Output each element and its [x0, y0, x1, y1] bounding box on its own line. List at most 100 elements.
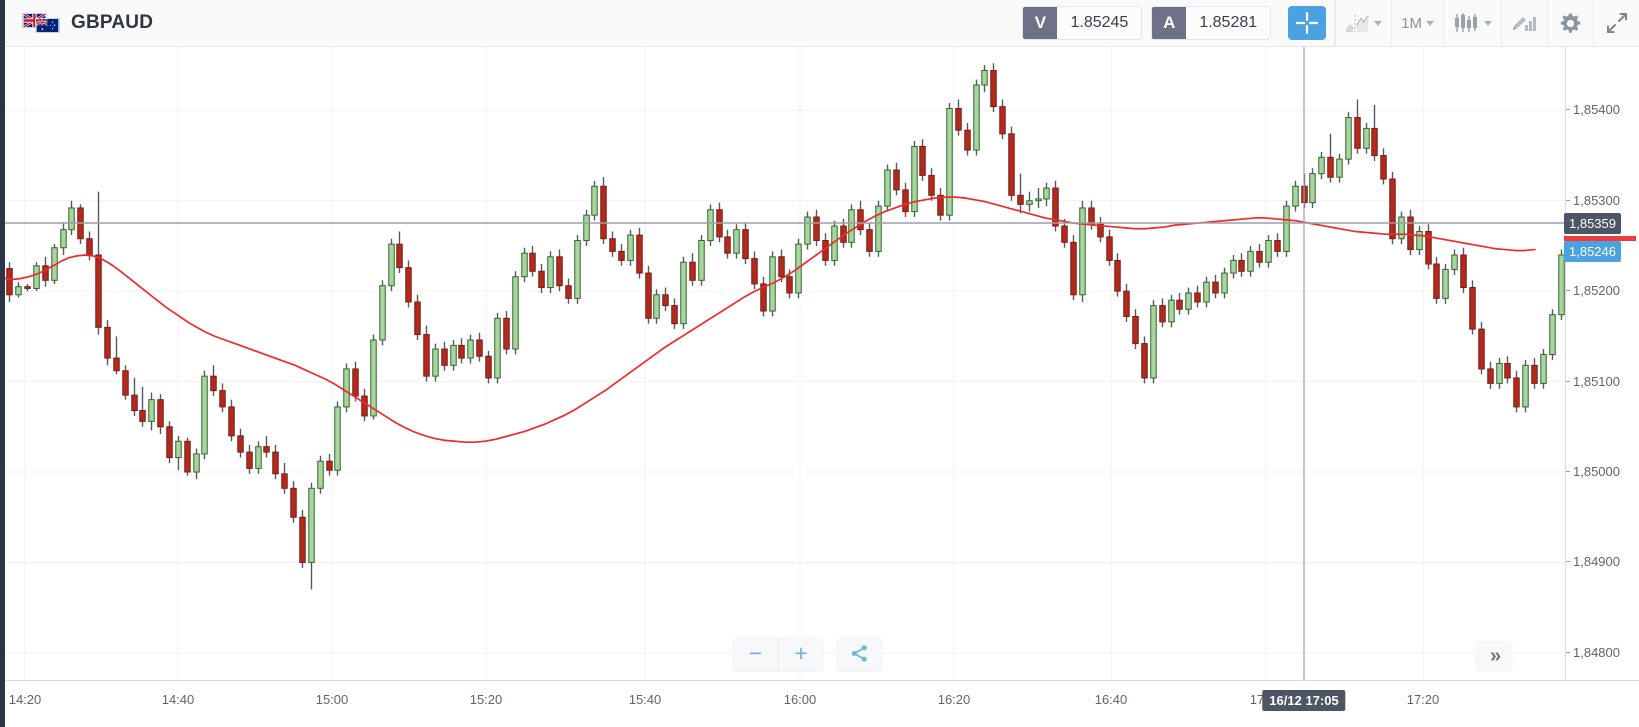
time-axis[interactable]: 14:20 14:40 15:00 15:20 15:40 16:00 16:20 16:40…	[5, 680, 1639, 727]
candle-body	[476, 339, 483, 357]
candle-body	[893, 169, 900, 191]
candle-body	[263, 446, 270, 453]
price-tick-label: 1,84900	[1566, 554, 1620, 570]
candle-body	[1265, 240, 1272, 263]
candle-body	[494, 317, 501, 379]
candle-body	[999, 106, 1006, 135]
bid-value: 1.85245	[1070, 14, 1129, 31]
candle-body	[405, 267, 412, 303]
candle-body	[1141, 343, 1148, 379]
candle-body	[1416, 230, 1423, 251]
scroll-to-latest-button[interactable]: »	[1475, 641, 1513, 672]
candle-body	[60, 229, 67, 249]
candle-body	[139, 410, 146, 422]
share-button[interactable]	[837, 637, 882, 670]
candle-body	[609, 238, 616, 252]
candle-body	[343, 368, 350, 408]
candle-body	[1035, 198, 1042, 202]
candle-body	[1309, 173, 1316, 204]
candle-body	[458, 344, 465, 359]
candle-body	[973, 84, 980, 151]
candle-body	[1061, 225, 1068, 243]
candle-body	[201, 375, 208, 455]
candle-body	[450, 344, 457, 366]
candle-body	[946, 107, 953, 216]
candle-body	[68, 207, 75, 231]
candle-body	[636, 234, 643, 274]
candle-body	[1256, 250, 1263, 263]
candle-body	[1363, 127, 1370, 149]
time-tick-label: 16:20	[937, 692, 971, 707]
price-tick-label: 1,85300	[1566, 192, 1620, 208]
candle-body	[760, 283, 767, 312]
candle-body	[1354, 117, 1361, 149]
candle-body	[1504, 363, 1511, 379]
candle-body	[698, 240, 705, 281]
moving-average-line	[5, 196, 1536, 444]
candle-body	[583, 214, 590, 242]
candle-body	[33, 265, 40, 289]
chart-type-button[interactable]	[1443, 0, 1501, 47]
chevron-down-icon	[1374, 20, 1383, 26]
candle-body	[414, 301, 421, 336]
price-axis[interactable]: 1,85400 1,85300 1,85200 1,85100 1,85000 1,849…	[1564, 47, 1639, 680]
fullscreen-button[interactable]	[1593, 0, 1639, 47]
candle-body	[778, 256, 785, 278]
zoom-out-button[interactable]: −	[748, 640, 763, 666]
candle-body	[512, 276, 519, 350]
candle-body	[1451, 254, 1458, 270]
candle-body	[1531, 364, 1538, 384]
price-tick-label: 1,85400	[1566, 102, 1620, 118]
header-toolbar: V 1.85245 A 1.85281	[1022, 0, 1639, 47]
candle-body	[1203, 281, 1210, 303]
candle-body	[361, 395, 368, 417]
candle-body	[15, 286, 22, 296]
candle-body	[1274, 240, 1281, 252]
symbol-block[interactable]: GBPAUD	[5, 12, 153, 34]
candle-body	[42, 265, 49, 281]
candle-body	[1398, 216, 1405, 240]
crosshair-tool-button[interactable]	[1288, 6, 1327, 40]
candle-body	[219, 390, 226, 408]
candle-body	[786, 276, 793, 294]
zoom-in-button[interactable]: +	[778, 637, 823, 670]
drawing-tools-button[interactable]	[1501, 0, 1547, 47]
candle-body	[1168, 299, 1175, 323]
candle-body	[24, 286, 31, 289]
candle-body	[848, 209, 855, 243]
ask-quote[interactable]: A 1.85281	[1151, 6, 1272, 40]
price-plot[interactable]	[5, 47, 1565, 680]
candle-body	[1336, 158, 1343, 178]
time-tick-label: 15:40	[628, 692, 662, 707]
candle-body	[618, 250, 625, 261]
candle-body	[1540, 353, 1547, 384]
candle-body	[1327, 156, 1334, 178]
settings-button[interactable]	[1547, 0, 1593, 47]
candle-body	[1106, 236, 1113, 261]
chart-canvas-area[interactable]: 1,85400 1,85300 1,85200 1,85100 1,85000 1,849…	[5, 47, 1639, 727]
candle-body	[538, 270, 545, 289]
candle-body	[131, 394, 138, 412]
symbol-name: GBPAUD	[71, 12, 154, 33]
candle-body	[724, 236, 731, 254]
candle-body	[441, 348, 448, 366]
candle-body	[104, 326, 111, 359]
candle-body	[662, 294, 669, 307]
zoom-controls: − +	[733, 637, 823, 670]
candle-body	[485, 355, 492, 379]
price-tick-label: 1,84800	[1566, 644, 1620, 660]
candle-body	[529, 252, 536, 272]
indicators-button[interactable]	[1335, 0, 1391, 47]
candle-body	[86, 238, 93, 256]
candle-body	[1043, 187, 1050, 200]
last-price-badge: 1,85246	[1564, 240, 1621, 262]
bid-quote[interactable]: V 1.85245	[1022, 6, 1143, 40]
candle-body	[290, 487, 297, 518]
candle-body	[1469, 287, 1476, 330]
candle-body	[707, 209, 714, 242]
timeframe-button[interactable]: 1M	[1391, 0, 1443, 47]
candlestick-icon	[1455, 13, 1477, 32]
crosshair-time-badge: 16/12 17:05	[1262, 690, 1346, 711]
candle-body	[6, 268, 13, 296]
